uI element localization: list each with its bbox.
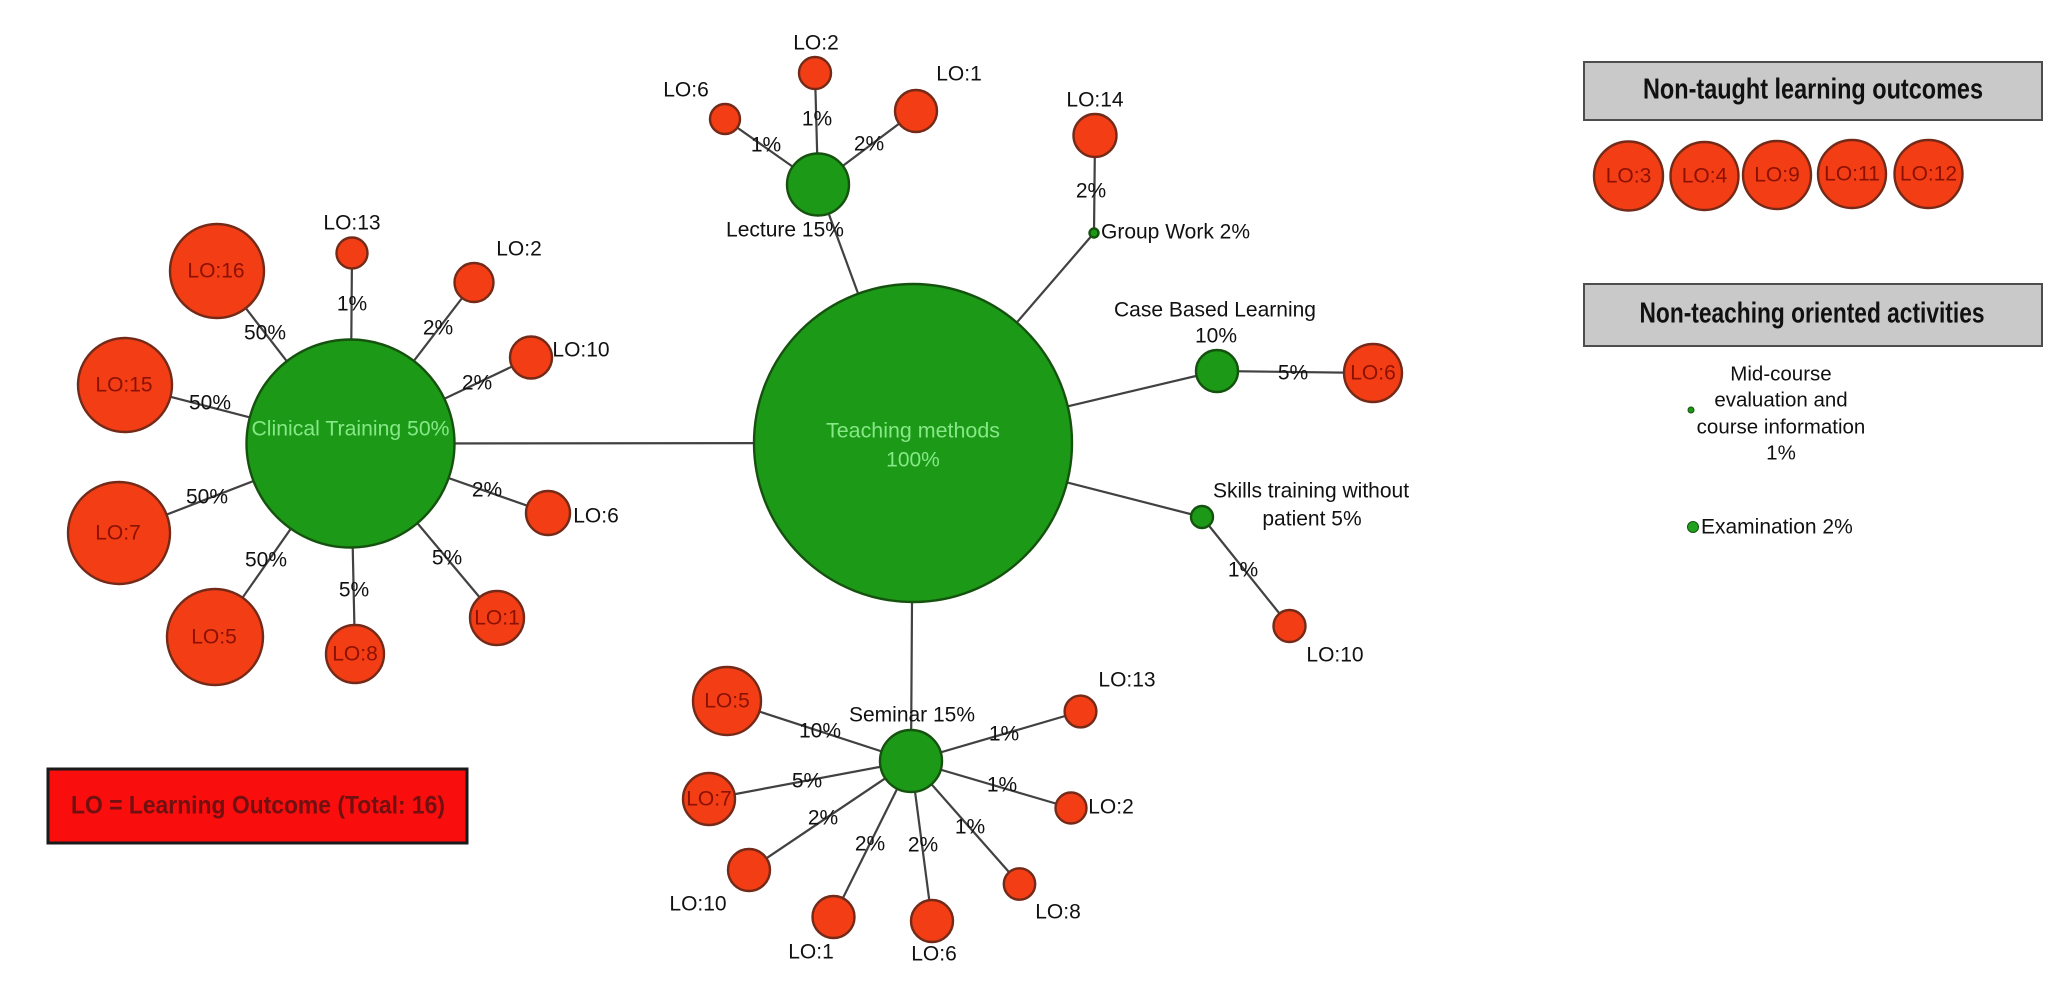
svg-text:50%: 50% <box>186 486 228 509</box>
svg-text:1%: 1% <box>751 134 781 157</box>
svg-text:Skills training without: Skills training without <box>1213 480 1409 503</box>
svg-text:10%: 10% <box>799 720 841 743</box>
svg-text:LO:13: LO:13 <box>1098 669 1155 692</box>
svg-text:LO:4: LO:4 <box>1682 165 1728 188</box>
svg-text:2%: 2% <box>854 133 884 156</box>
svg-text:10%: 10% <box>1195 325 1237 348</box>
svg-text:Case Based Learning: Case Based Learning <box>1114 299 1316 322</box>
svg-text:LO:7: LO:7 <box>686 788 732 811</box>
svg-text:2%: 2% <box>472 479 502 502</box>
svg-text:LO:10: LO:10 <box>1306 644 1363 667</box>
svg-text:LO:2: LO:2 <box>793 32 839 55</box>
svg-text:1%: 1% <box>955 816 985 839</box>
svg-text:Mid-course: Mid-course <box>1730 362 1831 385</box>
svg-text:2%: 2% <box>1076 180 1106 203</box>
svg-text:Seminar 15%: Seminar 15% <box>849 704 975 727</box>
svg-text:1%: 1% <box>802 108 832 131</box>
svg-text:LO:1: LO:1 <box>788 941 834 964</box>
svg-text:1%: 1% <box>987 774 1017 797</box>
svg-text:Non-taught learning outcomes: Non-taught learning outcomes <box>1643 74 1983 106</box>
svg-text:patient 5%: patient 5% <box>1262 508 1361 531</box>
svg-text:LO:8: LO:8 <box>1035 901 1081 924</box>
svg-text:LO:8: LO:8 <box>332 643 378 666</box>
svg-text:LO:5: LO:5 <box>704 690 750 713</box>
svg-text:evaluation and: evaluation and <box>1714 388 1847 411</box>
svg-text:Teaching methods: Teaching methods <box>826 420 1000 443</box>
svg-text:LO:9: LO:9 <box>1754 164 1800 187</box>
svg-text:LO = Learning Outcome (Total:: LO = Learning Outcome (Total: 16) <box>71 792 445 820</box>
svg-text:100%: 100% <box>886 449 940 472</box>
svg-text:LO:12: LO:12 <box>1900 163 1957 186</box>
svg-text:Group Work 2%: Group Work 2% <box>1101 221 1250 244</box>
svg-text:LO:11: LO:11 <box>1824 163 1880 186</box>
svg-text:1%: 1% <box>1228 559 1258 582</box>
svg-text:2%: 2% <box>462 372 492 395</box>
svg-text:LO:10: LO:10 <box>552 339 609 362</box>
svg-text:1%: 1% <box>337 293 367 316</box>
svg-text:5%: 5% <box>1278 362 1308 385</box>
svg-text:LO:2: LO:2 <box>496 238 542 261</box>
svg-text:LO:10: LO:10 <box>669 893 726 916</box>
svg-text:5%: 5% <box>339 579 369 602</box>
svg-text:LO:6: LO:6 <box>911 943 957 966</box>
svg-text:LO:2: LO:2 <box>1088 796 1134 819</box>
svg-text:LO:6: LO:6 <box>573 505 619 528</box>
svg-text:50%: 50% <box>189 392 231 415</box>
svg-text:1%: 1% <box>989 723 1019 746</box>
svg-text:course information: course information <box>1697 415 1866 438</box>
svg-text:50%: 50% <box>244 322 286 345</box>
svg-text:1%: 1% <box>1766 441 1796 464</box>
svg-text:LO:15: LO:15 <box>95 374 152 397</box>
svg-text:2%: 2% <box>855 833 885 856</box>
svg-text:50%: 50% <box>245 549 287 572</box>
svg-text:Non-teaching oriented activiti: Non-teaching oriented activities <box>1640 298 1985 330</box>
svg-text:LO:1: LO:1 <box>936 63 982 86</box>
svg-text:LO:3: LO:3 <box>1606 165 1652 188</box>
svg-text:LO:13: LO:13 <box>323 212 380 235</box>
svg-text:5%: 5% <box>792 770 822 793</box>
svg-text:Lecture 15%: Lecture 15% <box>726 219 844 242</box>
svg-text:LO:16: LO:16 <box>187 260 244 283</box>
svg-text:LO:1: LO:1 <box>474 607 520 630</box>
svg-text:5%: 5% <box>432 547 462 570</box>
svg-text:LO:6: LO:6 <box>663 79 709 102</box>
svg-text:LO:7: LO:7 <box>95 522 141 545</box>
svg-text:Examination 2%: Examination 2% <box>1701 516 1853 539</box>
svg-text:2%: 2% <box>808 807 838 830</box>
svg-text:2%: 2% <box>423 317 453 340</box>
svg-text:LO:5: LO:5 <box>191 626 237 649</box>
svg-text:2%: 2% <box>908 834 938 857</box>
svg-text:LO:14: LO:14 <box>1066 89 1124 112</box>
svg-text:Clinical Training 50%: Clinical Training 50% <box>252 418 450 441</box>
svg-text:LO:6: LO:6 <box>1350 362 1396 385</box>
